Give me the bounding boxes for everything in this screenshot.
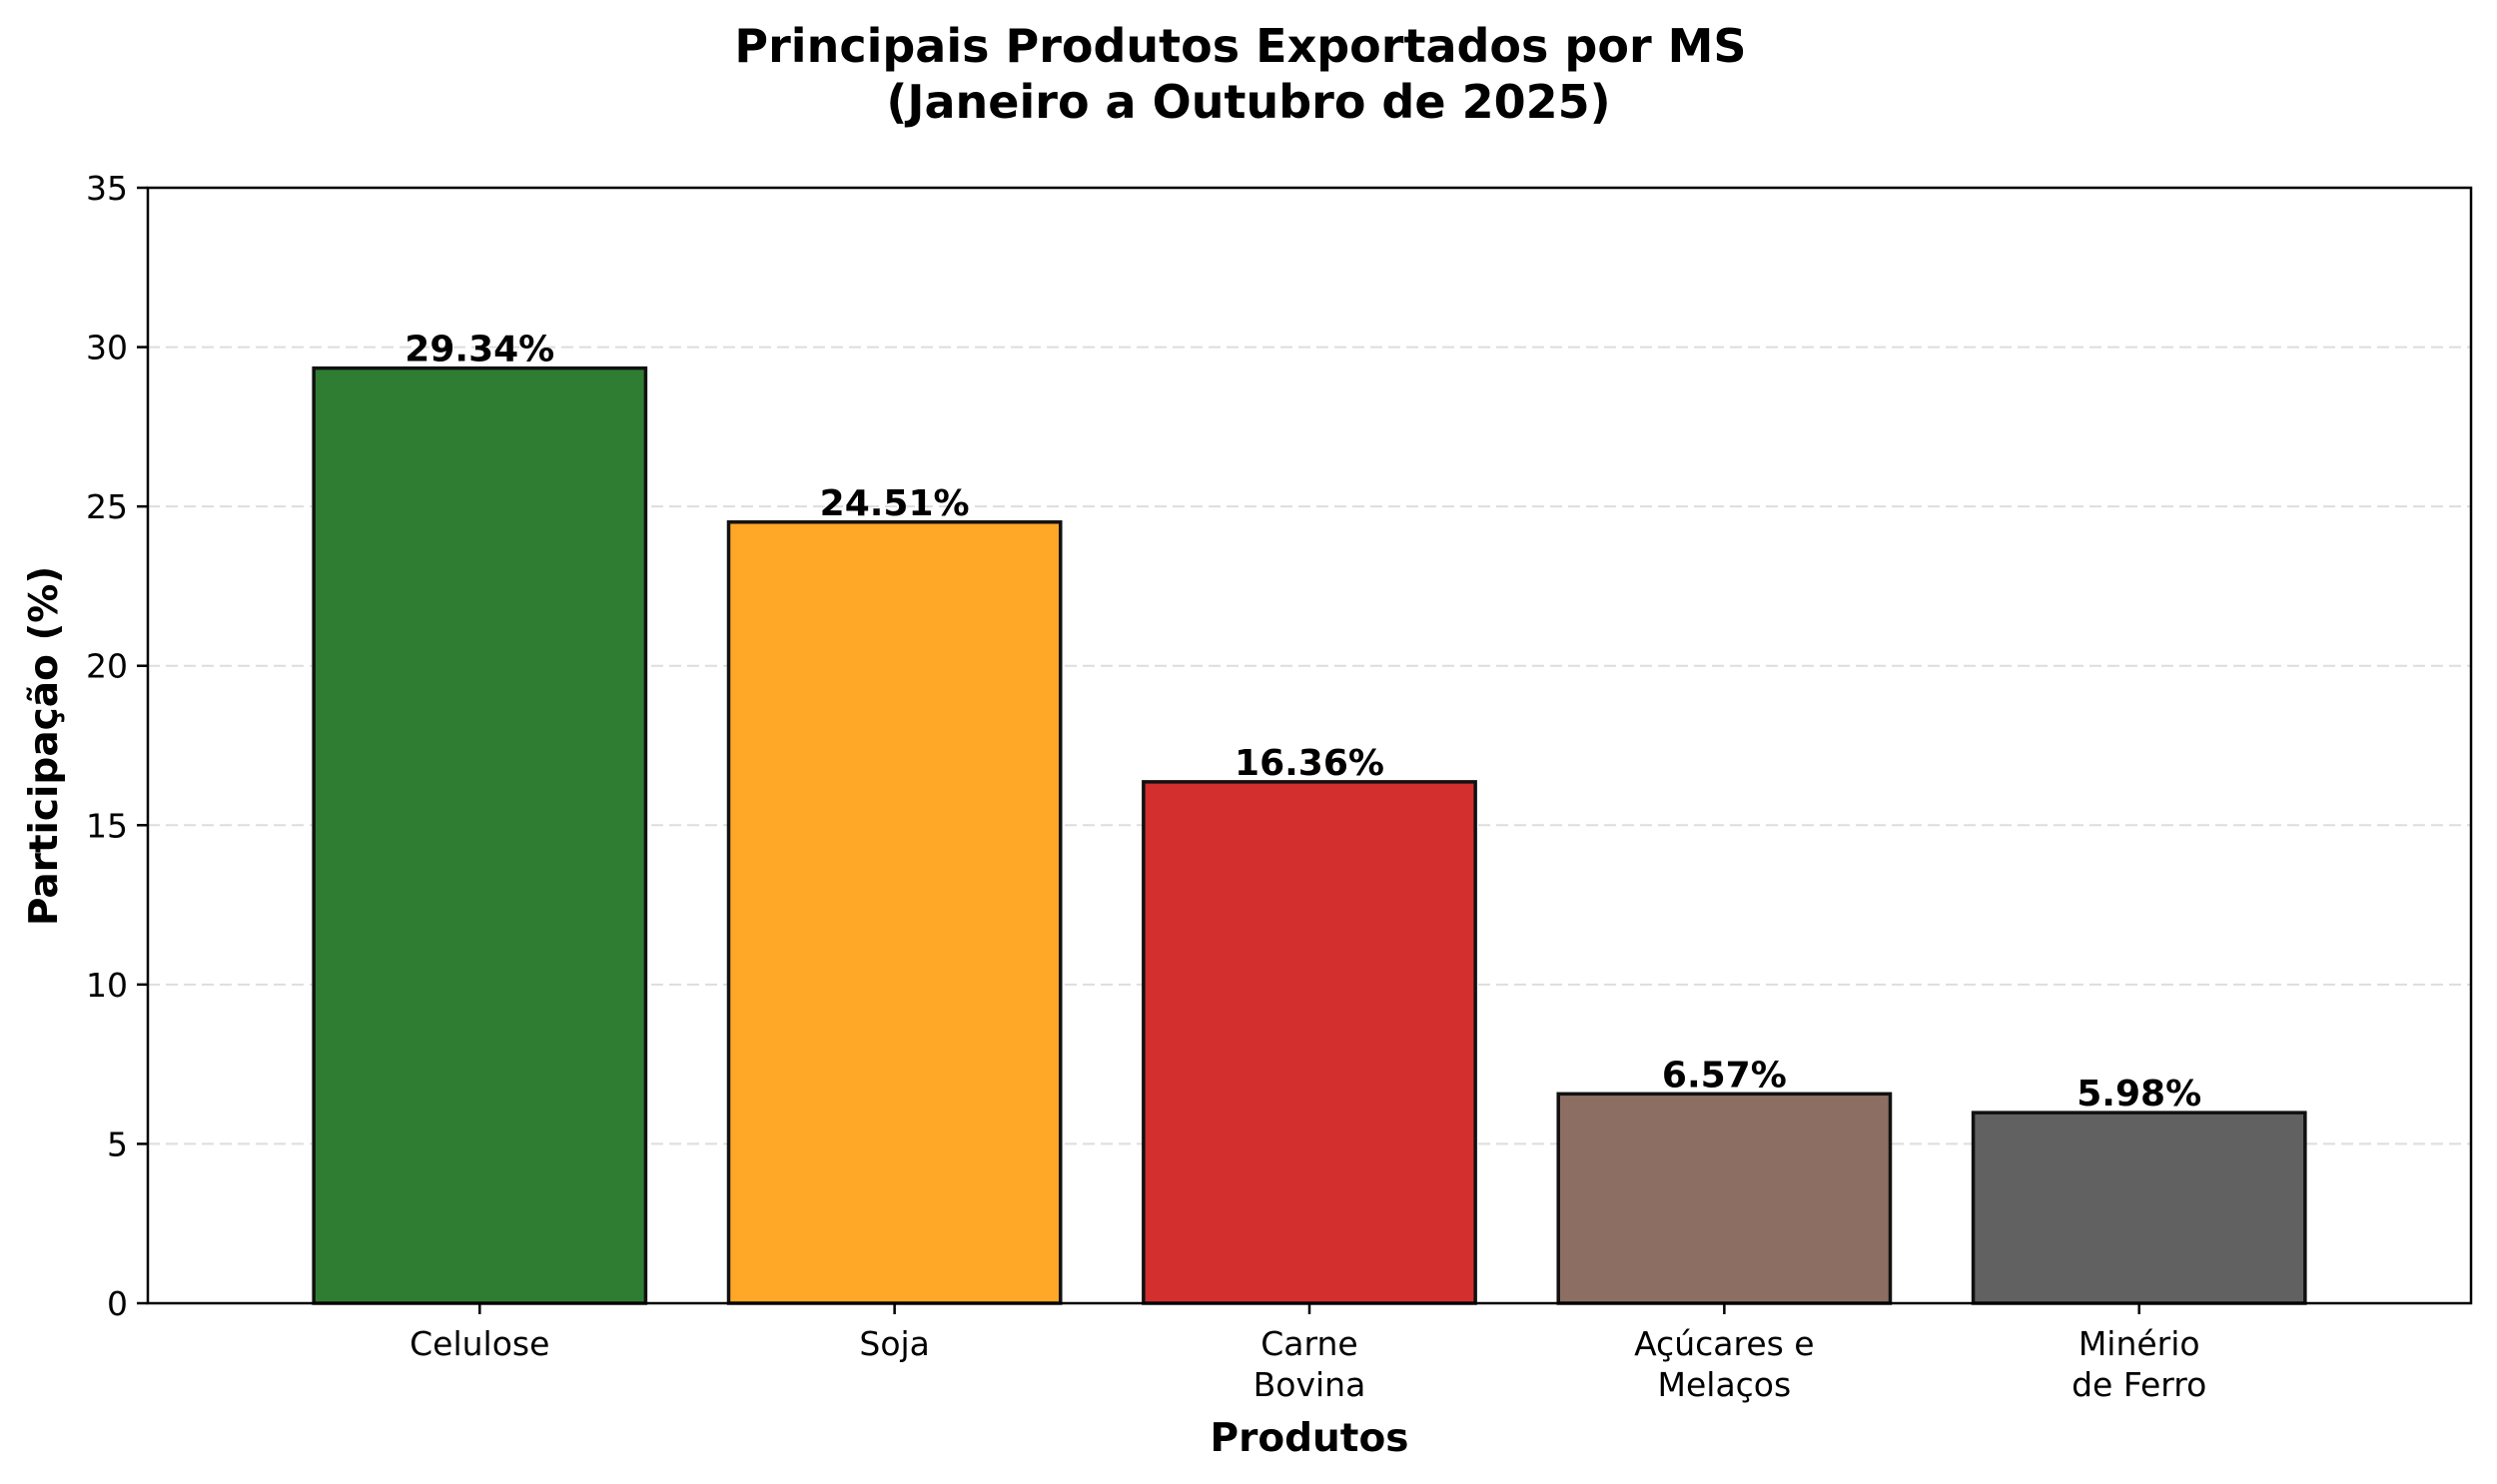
y-tick-label: 0	[107, 1284, 128, 1323]
x-tick-label: Açúcares e Melaços	[1634, 1324, 1815, 1404]
y-axis-title: Participação (%)	[22, 566, 67, 926]
x-tick-label-line: de Ferro	[2072, 1365, 2206, 1404]
chart-title-line-1: Principais Produtos Exportados por MS	[734, 19, 1746, 73]
x-tick-label-line: Bovina	[1253, 1365, 1366, 1404]
x-tick-label: Soja	[859, 1324, 930, 1363]
x-tick-label-line: Minério	[2079, 1324, 2200, 1363]
y-tick-label: 30	[86, 329, 128, 368]
bar	[1142, 780, 1477, 1305]
bars	[312, 366, 2307, 1305]
x-tick-label-line: Açúcares e	[1634, 1324, 1815, 1363]
y-axis: 0 5 10 15 20 25 30 35	[86, 169, 148, 1323]
y-tick-label: 20	[86, 647, 128, 686]
y-tick-label: 10	[86, 966, 128, 1005]
x-tick-label-line: Soja	[859, 1324, 930, 1363]
x-tick-label-line: Carne	[1260, 1324, 1357, 1363]
bar	[1971, 1111, 2307, 1305]
x-axis-title: Produtos	[1211, 1416, 1409, 1461]
x-axis: Celulose Soja Carne Bovina Açúcares e Melaços…	[410, 1303, 2206, 1404]
bar	[726, 520, 1063, 1305]
data-label: 6.57%	[1662, 1055, 1787, 1096]
data-labels: 29.34% 24.51% 16.36% 6.57% 5.98%	[405, 330, 2201, 1115]
x-tick-label: Carne Bovina	[1253, 1324, 1366, 1404]
chart-title-line-2: (Janeiro a Outubro de 2025)	[886, 75, 1610, 129]
bar	[1556, 1092, 1893, 1305]
chart-title: Principais Produtos Exportados por MS (J…	[734, 19, 1762, 129]
y-tick-label: 25	[86, 487, 128, 526]
y-tick-label: 35	[86, 169, 128, 208]
bar	[312, 366, 648, 1305]
data-label: 24.51%	[820, 483, 970, 524]
x-tick-label-line: Melaços	[1658, 1365, 1792, 1404]
x-tick-label-line: Celulose	[410, 1324, 549, 1363]
data-label: 5.98%	[2077, 1074, 2201, 1114]
y-tick-label: 15	[86, 806, 128, 845]
x-tick-label: Celulose	[410, 1324, 549, 1363]
x-tick-label: Minério de Ferro	[2072, 1324, 2206, 1404]
data-label: 29.34%	[405, 330, 554, 371]
data-label: 16.36%	[1235, 743, 1384, 784]
y-tick-label: 5	[107, 1124, 128, 1163]
